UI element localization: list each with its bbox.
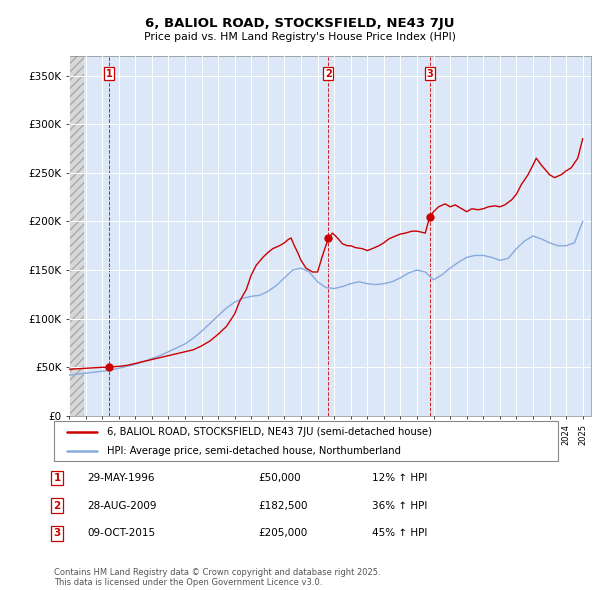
- Text: 3: 3: [427, 68, 433, 78]
- Text: 6, BALIOL ROAD, STOCKSFIELD, NE43 7JU: 6, BALIOL ROAD, STOCKSFIELD, NE43 7JU: [145, 17, 455, 30]
- Text: £50,000: £50,000: [258, 473, 301, 483]
- Text: £182,500: £182,500: [258, 501, 308, 510]
- Text: 2: 2: [53, 501, 61, 510]
- Text: 1: 1: [106, 68, 112, 78]
- Text: 09-OCT-2015: 09-OCT-2015: [87, 529, 155, 538]
- Text: 28-AUG-2009: 28-AUG-2009: [87, 501, 157, 510]
- Text: 1: 1: [53, 473, 61, 483]
- Text: 2: 2: [325, 68, 332, 78]
- FancyBboxPatch shape: [54, 421, 558, 461]
- Text: Contains HM Land Registry data © Crown copyright and database right 2025.
This d: Contains HM Land Registry data © Crown c…: [54, 568, 380, 587]
- Text: 36% ↑ HPI: 36% ↑ HPI: [372, 501, 427, 510]
- Text: 45% ↑ HPI: 45% ↑ HPI: [372, 529, 427, 538]
- Text: 3: 3: [53, 529, 61, 538]
- Text: 12% ↑ HPI: 12% ↑ HPI: [372, 473, 427, 483]
- Text: 29-MAY-1996: 29-MAY-1996: [87, 473, 155, 483]
- Text: HPI: Average price, semi-detached house, Northumberland: HPI: Average price, semi-detached house,…: [107, 447, 401, 456]
- Text: 6, BALIOL ROAD, STOCKSFIELD, NE43 7JU (semi-detached house): 6, BALIOL ROAD, STOCKSFIELD, NE43 7JU (s…: [107, 427, 432, 437]
- Text: Price paid vs. HM Land Registry's House Price Index (HPI): Price paid vs. HM Land Registry's House …: [144, 32, 456, 42]
- Text: £205,000: £205,000: [258, 529, 307, 538]
